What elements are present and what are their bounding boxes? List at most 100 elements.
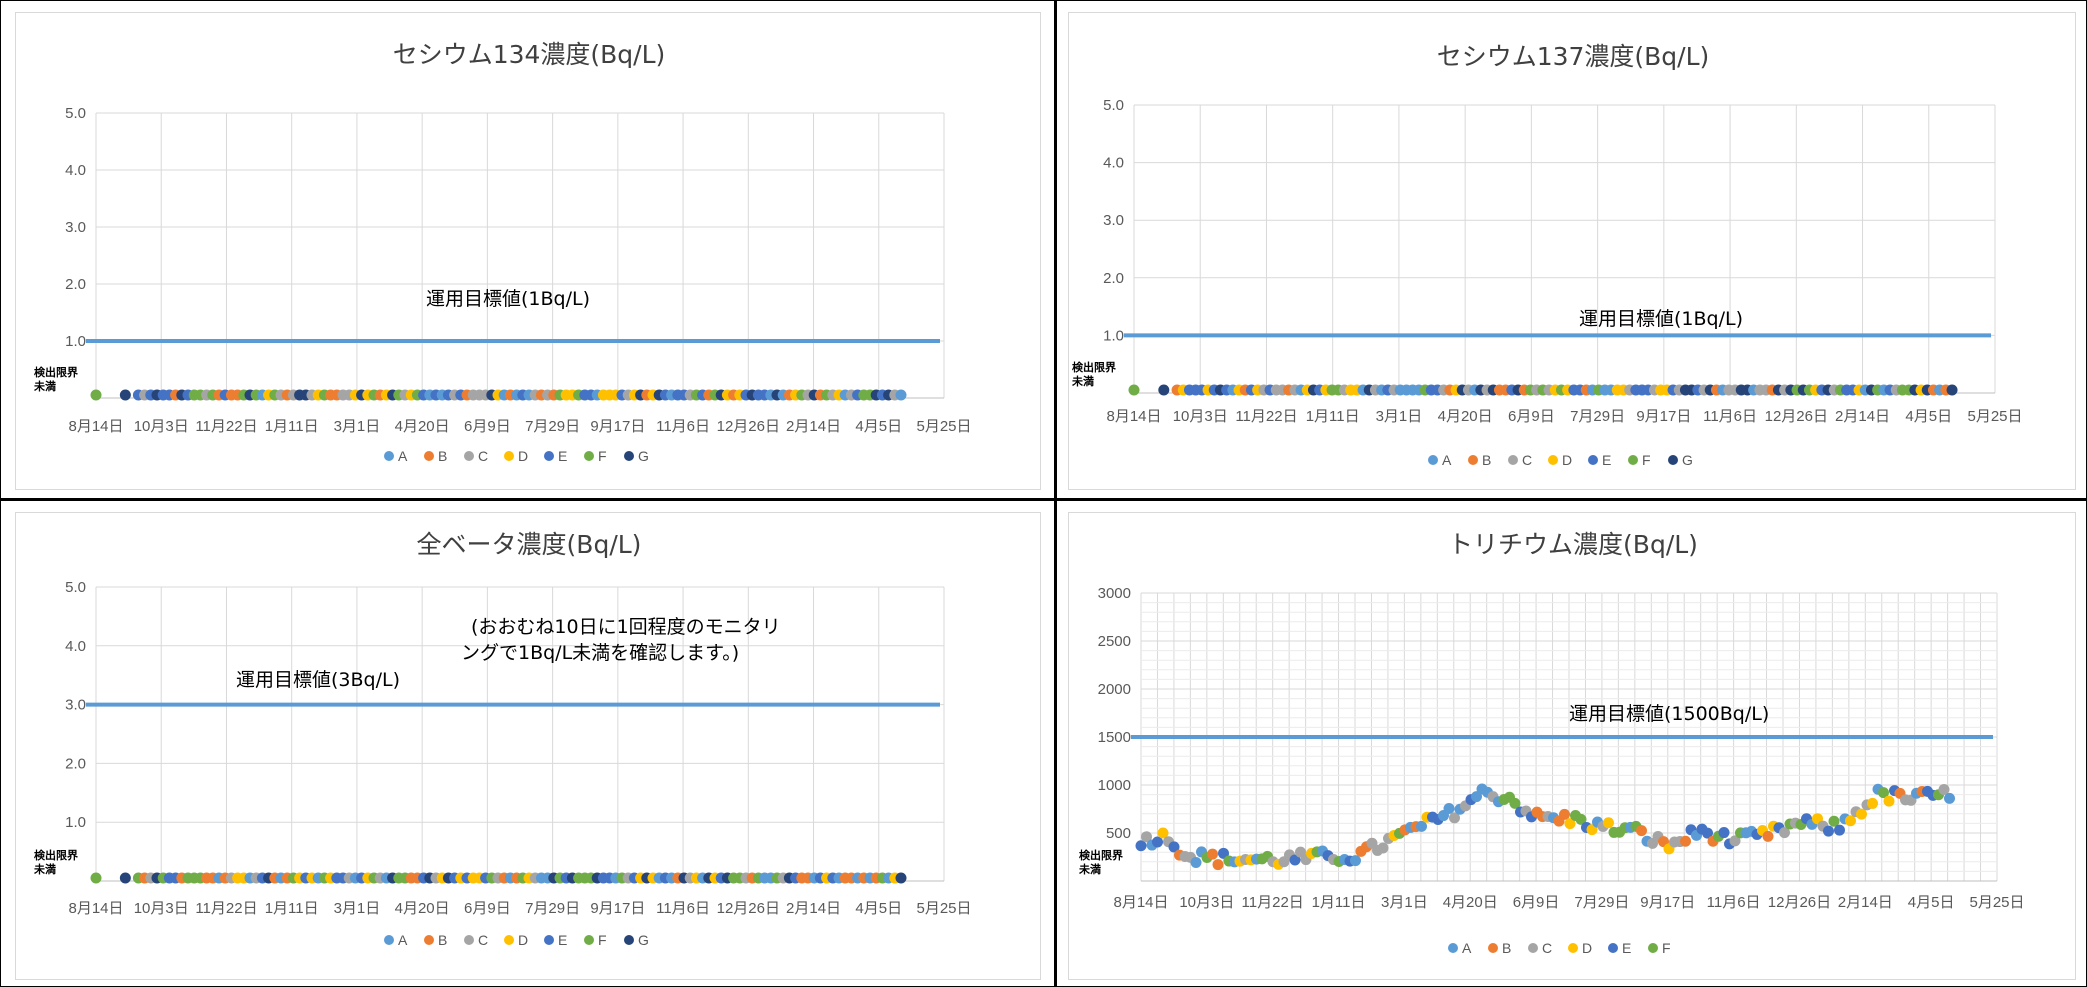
x-tick-label: 2月14日 [786,418,841,435]
data-point [1586,824,1598,836]
x-tick-label: 1月11日 [1312,894,1366,911]
x-tick-label: 7月29日 [1574,894,1629,911]
reference-line-label: 運用目標値(1Bq/L) [426,288,590,310]
legend-label: G [1682,452,1693,468]
y-tick-label: 1500 [1098,729,1131,746]
x-tick-label: 12月26日 [717,418,780,435]
data-point [1449,812,1460,824]
x-tick-label: 6月9日 [1508,408,1555,425]
x-tick-label: 4月20日 [1443,894,1498,911]
data-point [895,389,907,401]
data-point [1946,384,1958,396]
data-point [1845,815,1856,827]
y-tick-label: 1.0 [1103,327,1124,344]
x-tick-label: 1月11日 [1306,408,1360,425]
data-point [1575,813,1587,825]
x-tick-label: 6月9日 [464,900,511,917]
y-tick-label: 3.0 [1103,212,1124,229]
data-point [1564,818,1576,830]
chart-title: セシウム134濃度(Bq/L) [393,40,666,69]
legend-marker [1628,455,1638,465]
chart-title: トリチウム濃度(Bq/L) [1448,530,1698,559]
data-point [1128,384,1140,396]
data-point [1603,817,1614,829]
x-tick-label: 10月3日 [1179,894,1234,911]
data-point [1559,808,1570,820]
y-tick-label: 1.0 [65,814,86,831]
legend-label: E [558,932,567,948]
legend-label: G [638,448,649,464]
data-point [1190,857,1202,869]
data-point [1828,815,1840,827]
legend-label: D [518,932,528,948]
x-tick-label: 4月20日 [395,418,450,435]
legend-label: A [1442,452,1452,468]
x-tick-label: 9月17日 [1640,894,1695,911]
chart-svg: トリチウム濃度(Bq/L) 3000 2500 2000 1500 1000 500 検出限界… [1078,530,2025,956]
x-tick-label: 2月14日 [1838,894,1893,911]
data-point [1878,787,1889,799]
data-point [1218,847,1229,859]
legend-marker [1548,455,1558,465]
x-tick-label: 1月11日 [265,418,319,435]
legend-label: C [1542,940,1552,956]
x-tick-label: 2月14日 [1835,408,1890,425]
data-point [1141,831,1152,843]
data-point [1856,808,1867,820]
data-point [1680,835,1691,847]
x-tick-label: 7月29日 [525,418,580,435]
legend-marker [544,935,554,945]
data-point [1212,859,1224,871]
y-tick-label: 4.0 [1103,155,1124,172]
y-tick-label: 3.0 [65,219,86,236]
y-tick-label: 2000 [1098,681,1131,698]
x-tick-label: 8月14日 [1113,894,1168,911]
x-tick-label: 3月1日 [1381,894,1428,911]
x-tick-label: 12月26日 [1765,408,1828,425]
legend-marker [424,451,434,461]
y-tick-label: 3000 [1098,585,1131,602]
legend-marker [584,451,594,461]
data-point [1207,848,1218,860]
data-point [1471,791,1482,803]
x-tick-label: 6月9日 [464,418,511,435]
x-tick-label: 3月1日 [334,418,381,435]
legend-marker [584,935,594,945]
data-point [1834,824,1845,836]
data-point [1718,827,1730,839]
x-tick-label: 8月14日 [68,900,123,917]
legend-marker [464,935,474,945]
x-tick-label: 5月25日 [916,418,971,435]
data-point [90,872,102,884]
y-tick-label: 1.0 [65,333,86,350]
data-point [1702,827,1713,839]
legend-label: E [558,448,567,464]
x-tick-label: 9月17日 [590,900,645,917]
legend-label: A [1462,940,1472,956]
data-point [1416,820,1427,832]
x-tick-label: 10月3日 [1173,408,1228,425]
y-tick-label: 500 [1106,825,1131,842]
data-point [1152,836,1163,848]
data-point [1377,842,1389,854]
x-tick-label: 4月5日 [1908,894,1955,911]
legend-label: G [638,932,649,948]
data-point [119,389,131,401]
data-point [1779,827,1790,839]
legend-marker [1428,455,1438,465]
reference-line-label: 運用目標値(1500Bq/L) [1569,703,1769,725]
below-detection-label: 未満 [1071,374,1094,388]
data-point [1135,840,1147,852]
chart-panel-cs134: セシウム134濃度(Bq/L) 5.0 4.0 3.0 2.0 1.0 検出限界 未満 8月14… [15,12,1041,490]
legend-label: B [1502,940,1511,956]
chart-panel-cs137: セシウム137濃度(Bq/L) 5.0 4.0 3.0 2.0 1.0 検出限界 未満 8月14… [1068,12,2076,490]
legend-marker [1528,943,1538,953]
legend-label: B [438,448,447,464]
x-tick-label: 8月14日 [68,418,123,435]
below-detection-label: 未満 [33,862,56,876]
x-tick-label: 11月6日 [1703,408,1757,425]
legend-label: E [1622,940,1631,956]
x-tick-label: 5月25日 [1967,408,2022,425]
